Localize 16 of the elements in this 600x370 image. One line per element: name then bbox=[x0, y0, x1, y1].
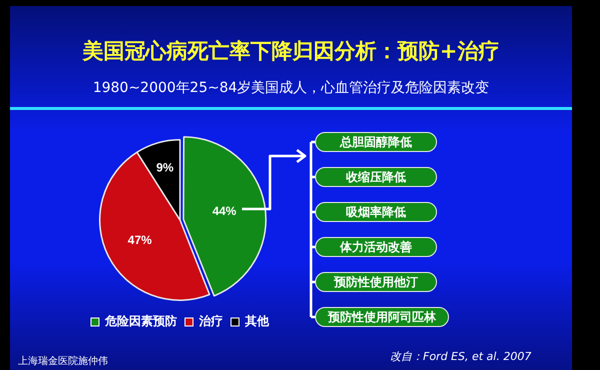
text: 改自：Ford ES, et al. 2007 bbox=[390, 349, 532, 364]
chart-title: 美国冠心病死亡率下降归因分析：预防+治疗 bbox=[81, 38, 500, 65]
data-label: 47% bbox=[128, 232, 152, 247]
legend-label: 治疗 bbox=[198, 314, 223, 328]
chart-subtitle: 1980~2000年25~84岁美国成人，心血管治疗及危险因素改变 bbox=[92, 79, 490, 97]
text: 体力活动改善 bbox=[315, 237, 437, 257]
legend-label: 危险因素预防 bbox=[104, 314, 177, 328]
text: 预防性使用阿司匹林 bbox=[315, 307, 449, 327]
data-label: 9% bbox=[156, 160, 174, 174]
text: 吸烟率降低 bbox=[315, 202, 437, 222]
text: 总胆固醇降低 bbox=[315, 132, 437, 152]
text: 上海瑞金医院施仲伟 bbox=[18, 354, 108, 368]
data-label: 44% bbox=[212, 204, 237, 218]
text: 预防性使用他汀 bbox=[315, 272, 437, 292]
text: 收缩压降低 bbox=[315, 167, 437, 187]
legend-label: 其他 bbox=[244, 314, 270, 328]
